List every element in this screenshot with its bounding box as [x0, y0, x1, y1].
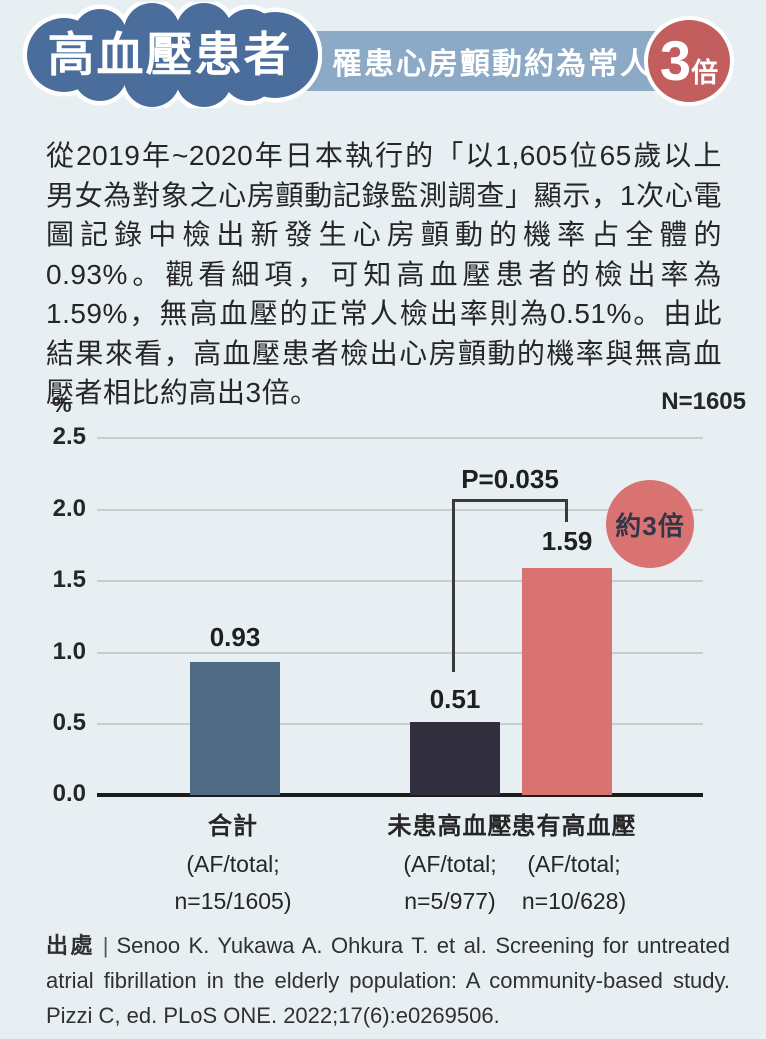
ratio-annotation-badge: 約3倍	[606, 480, 694, 568]
cloud-badge: 高血壓患者	[22, 2, 322, 108]
gridline	[97, 437, 703, 439]
gridline	[97, 580, 703, 582]
y-tick-label: 0.5	[52, 709, 86, 736]
category-sublabel: (AF/total;	[186, 851, 280, 877]
source-citation: 出處 | Senoo K. Yukawa A. Ohkura T. et al. S…	[46, 928, 730, 1033]
category-sublabel: n=15/1605)	[174, 888, 292, 914]
multiplier-number: 3	[659, 29, 692, 92]
multiplier-circle-badge: 3 倍	[644, 16, 734, 106]
gridline	[97, 652, 703, 654]
y-tick-label: 1.5	[52, 566, 86, 593]
category-total: 合計 (AF/total; n=15/1605)	[123, 806, 343, 925]
gridline	[97, 509, 703, 511]
bar-no-hypertension	[410, 722, 500, 795]
category-label: 患有高血壓	[511, 813, 637, 840]
y-tick-label: 0.0	[52, 780, 86, 807]
significance-bracket	[452, 499, 568, 502]
category-no-hypertension: 未患高血壓 (AF/total; n=5/977)	[340, 806, 560, 925]
source-text: Senoo K. Yukawa A. Ohkura T. et al. Scre…	[46, 933, 730, 1028]
significance-bracket-left	[452, 499, 455, 672]
bar-total	[190, 662, 280, 795]
multiplier-unit: 倍	[691, 57, 719, 88]
category-label: 未患高血壓	[387, 813, 513, 840]
category-sublabel: n=5/977)	[404, 888, 496, 914]
cloud-fill	[27, 3, 318, 107]
y-tick-label: 2.0	[52, 495, 86, 522]
source-divider: |	[102, 933, 109, 958]
intro-paragraph: 從2019年~2020年日本執行的「以1,605位65歲以上男女為對象之心房顫動…	[46, 140, 722, 408]
category-hypertension: 患有高血壓 (AF/total; n=10/628)	[464, 806, 684, 925]
category-sublabel: (AF/total;	[527, 851, 621, 877]
p-value-label: P=0.035	[461, 464, 559, 494]
category-sublabel: n=10/628)	[521, 888, 627, 914]
value-label-hypertension: 1.59	[541, 526, 593, 556]
x-axis-baseline	[97, 793, 703, 797]
category-sublabel: (AF/total;	[403, 851, 497, 877]
source-prefix: 出處	[46, 933, 95, 958]
value-label-total: 0.93	[209, 622, 261, 652]
y-axis-unit-label: %	[52, 392, 72, 417]
header-banner: 罹患心房顫動約為常人	[300, 31, 672, 91]
value-label-no-hypertension: 0.51	[429, 684, 481, 714]
category-label: 合計	[208, 813, 258, 840]
y-tick-label: 2.5	[52, 423, 86, 450]
bar-hypertension	[522, 568, 612, 795]
ratio-annotation-text: 約3倍	[615, 510, 685, 541]
y-tick-label: 1.0	[52, 638, 86, 665]
banner-text: 罹患心房顫動約為常人	[332, 48, 652, 81]
badge-title: 高血壓患者	[48, 28, 293, 81]
gridline	[97, 723, 703, 725]
sample-size-label: N=1605	[661, 388, 746, 415]
significance-bracket-right	[565, 499, 568, 522]
